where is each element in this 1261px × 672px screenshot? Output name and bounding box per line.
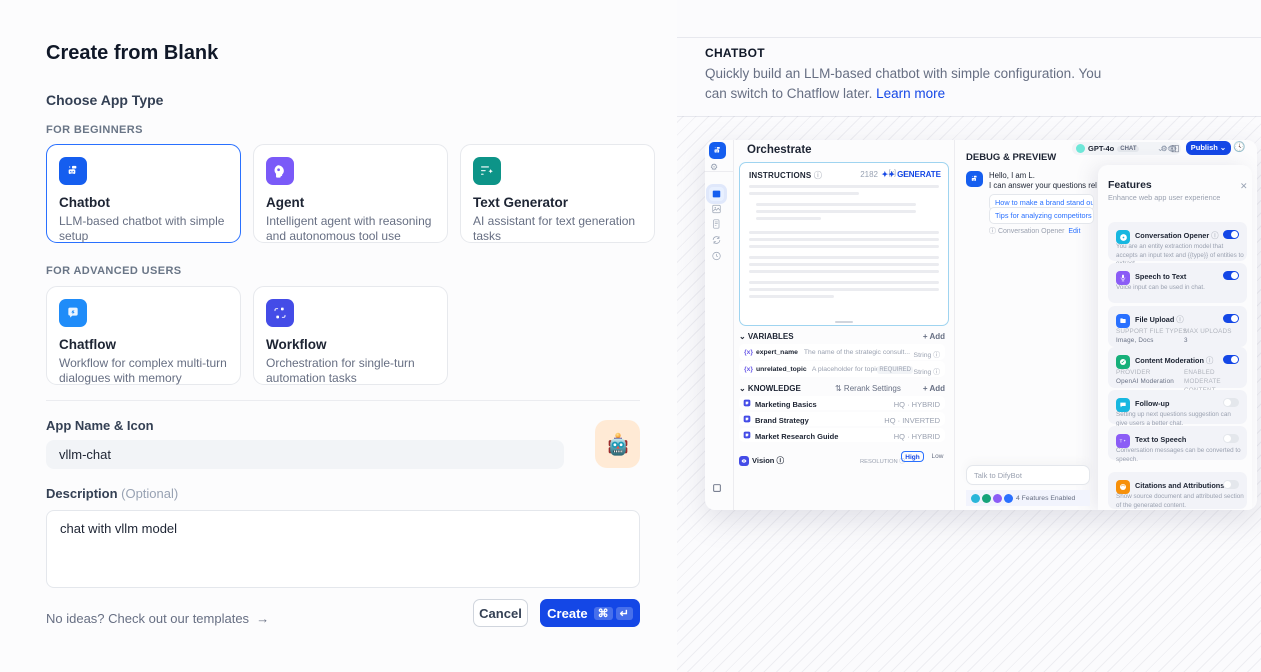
svg-text:T: T bbox=[1120, 438, 1123, 443]
